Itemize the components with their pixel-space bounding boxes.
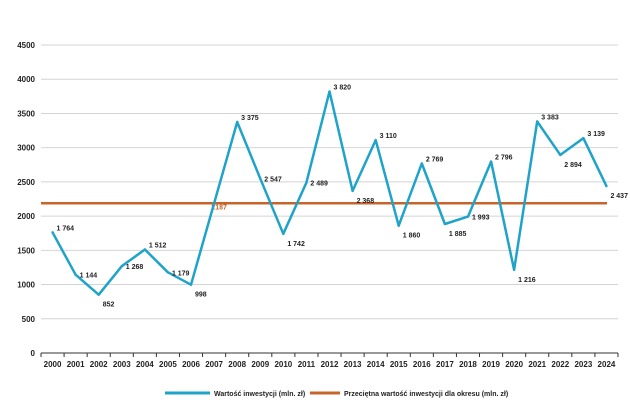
x-tick-2003: 2003 xyxy=(113,360,131,369)
legend-label-average: Przeciętna wartość inwestycji dla okresu… xyxy=(344,391,508,398)
point-2002 xyxy=(97,293,100,296)
point-2018 xyxy=(466,215,470,218)
data-label-2002: 852 xyxy=(103,302,115,309)
point-2007 xyxy=(212,202,216,205)
point-2010 xyxy=(282,232,285,235)
data-label-2011: 2 489 xyxy=(310,181,328,188)
point-2013 xyxy=(351,189,354,193)
data-label-2021: 3 383 xyxy=(541,114,559,121)
data-label-2014: 3 110 xyxy=(380,133,397,140)
y-tick-500: 500 xyxy=(22,315,36,324)
data-labels: 1 764 1 144 852 1 268 1 512 1 179 998 3 375 2 54… xyxy=(57,85,629,309)
point-2000 xyxy=(51,231,54,234)
x-tick-2008: 2008 xyxy=(228,360,246,369)
legend-label-investment: Wartość inwestycji (mln. zł) xyxy=(214,391,305,398)
x-tick-2007: 2007 xyxy=(205,360,223,369)
x-tick-2009: 2009 xyxy=(251,360,269,369)
point-2008 xyxy=(235,120,239,124)
point-2006 xyxy=(189,283,193,286)
legend: Wartość inwestycji (mln. zł) Przeciętna … xyxy=(165,391,508,398)
point-2022 xyxy=(559,153,562,157)
x-tick-2024: 2024 xyxy=(598,360,616,369)
x-tick-2019: 2019 xyxy=(482,360,500,369)
x-tick-2011: 2011 xyxy=(298,360,316,369)
data-label-2023: 3 139 xyxy=(587,131,605,138)
data-label-2022: 2 894 xyxy=(564,162,582,169)
x-tick-2016: 2016 xyxy=(413,360,431,369)
average-line-group: 2187 xyxy=(41,202,607,211)
x-tick-2013: 2013 xyxy=(344,360,362,369)
point-2003 xyxy=(120,265,123,268)
data-label-2009: 2 547 xyxy=(264,177,282,184)
data-label-2015: 1 860 xyxy=(403,233,421,240)
data-label-2013: 2 368 xyxy=(357,198,375,205)
data-label-2008: 3 375 xyxy=(241,115,259,122)
y-tick-4500: 4500 xyxy=(17,41,35,50)
x-tick-2010: 2010 xyxy=(274,360,292,369)
y-tick-1000: 1000 xyxy=(17,281,35,290)
point-2024 xyxy=(605,185,608,188)
x-tick-2006: 2006 xyxy=(182,360,200,369)
data-label-2012: 3 820 xyxy=(334,85,352,92)
data-label-2019: 2 796 xyxy=(495,155,513,162)
y-tick-0: 0 xyxy=(31,349,36,358)
data-label-2003: 1 268 xyxy=(126,264,144,271)
point-2014 xyxy=(374,138,377,142)
investment-series-group xyxy=(51,90,608,296)
data-label-2001: 1 144 xyxy=(80,273,98,280)
point-2011 xyxy=(305,181,308,184)
point-2019 xyxy=(489,160,493,163)
point-2020 xyxy=(512,268,516,271)
point-2016 xyxy=(420,162,424,165)
x-tick-2023: 2023 xyxy=(574,360,592,369)
data-label-2024: 2 437 xyxy=(610,193,628,200)
point-2017 xyxy=(443,222,447,226)
point-2021 xyxy=(536,120,539,123)
y-tick-4000: 4000 xyxy=(17,75,35,84)
y-tick-1500: 1500 xyxy=(17,246,35,255)
x-tick-2012: 2012 xyxy=(321,360,339,369)
x-tick-2005: 2005 xyxy=(159,360,177,369)
y-tick-3500: 3500 xyxy=(17,109,35,118)
point-2001 xyxy=(74,273,77,276)
point-2005 xyxy=(166,271,170,274)
point-2023 xyxy=(582,136,585,140)
point-2012 xyxy=(328,90,331,93)
y-tick-2500: 2500 xyxy=(17,178,35,187)
data-label-2016: 2 769 xyxy=(426,156,444,163)
data-label-2017: 1 885 xyxy=(449,231,467,238)
x-tick-2000: 2000 xyxy=(44,360,62,369)
y-tick-2000: 2000 xyxy=(17,212,35,221)
x-tick-2004: 2004 xyxy=(136,360,154,369)
point-2009 xyxy=(259,177,262,180)
x-tick-2022: 2022 xyxy=(551,360,569,369)
x-tick-2017: 2017 xyxy=(436,360,454,369)
point-2004 xyxy=(143,248,147,251)
x-tick-2018: 2018 xyxy=(459,360,477,369)
data-label-2006: 998 xyxy=(195,292,207,299)
average-label: 2187 xyxy=(211,204,227,211)
data-label-2010: 1 742 xyxy=(287,241,305,248)
y-tick-3000: 3000 xyxy=(17,144,35,153)
point-2015 xyxy=(397,224,400,227)
data-label-2020: 1 216 xyxy=(518,277,536,284)
x-tick-2015: 2015 xyxy=(390,360,408,369)
x-tick-2002: 2002 xyxy=(90,360,108,369)
data-label-2004: 1 512 xyxy=(149,243,167,250)
x-tick-2001: 2001 xyxy=(67,360,85,369)
x-tick-2014: 2014 xyxy=(367,360,385,369)
x-tick-2021: 2021 xyxy=(528,360,546,369)
y-axis-ticks: 0 500 1000 1500 2000 2500 3000 3500 4000 4500 xyxy=(17,41,35,358)
data-label-2018: 1 993 xyxy=(472,215,490,222)
grid-lines xyxy=(41,44,618,320)
x-tick-2020: 2020 xyxy=(505,360,523,369)
x-axis-ticks: 2000 2001 2002 2003 2004 2005 2006 2007 2008 2009… xyxy=(40,352,619,369)
data-label-2000: 1 764 xyxy=(57,225,75,232)
data-label-2005: 1 179 xyxy=(172,270,190,277)
